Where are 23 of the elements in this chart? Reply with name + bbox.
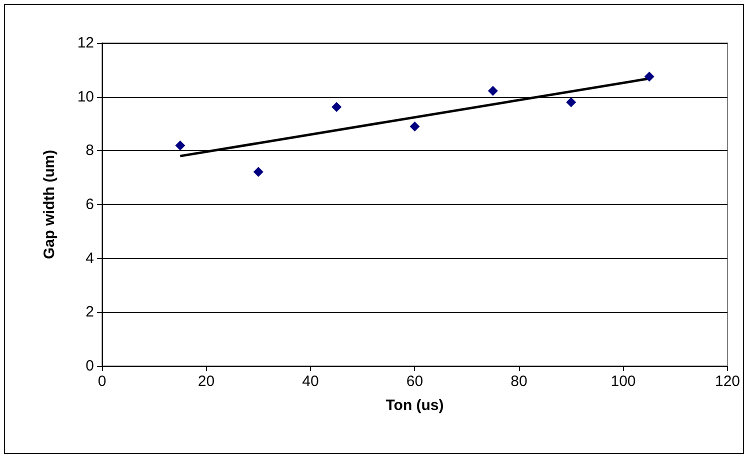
- x-tick-label: 80: [510, 373, 528, 390]
- point: [410, 121, 420, 132]
- point: [175, 140, 186, 151]
- x-tick-label: 100: [610, 373, 636, 390]
- x-tick-label: 120: [714, 373, 740, 390]
- point: [644, 72, 654, 82]
- y-tick-label: 0: [86, 358, 94, 374]
- x-axis-title: Ton (us): [386, 397, 444, 414]
- y-tick-label: 2: [86, 304, 94, 321]
- y-tick-label: 4: [86, 250, 94, 267]
- x-tick-label: 60: [406, 373, 424, 390]
- point: [253, 166, 264, 177]
- x-tick-label: 20: [198, 373, 215, 390]
- y-tick-label: 8: [86, 142, 94, 160]
- y-tick-label: 10: [77, 88, 94, 106]
- point: [488, 86, 498, 96]
- x-tick-label: 0: [98, 373, 106, 390]
- y-tick-label: 6: [86, 196, 94, 213]
- x-tick-label: 40: [302, 373, 319, 390]
- y-tick-label: 12: [77, 34, 94, 52]
- point: [566, 97, 576, 108]
- point: [332, 102, 342, 112]
- y-axis-title: Gap width (um): [41, 150, 58, 260]
